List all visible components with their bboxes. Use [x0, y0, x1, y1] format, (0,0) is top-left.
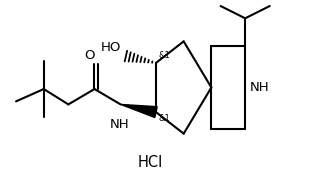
Text: NH: NH — [250, 81, 270, 94]
Text: HCl: HCl — [137, 155, 163, 170]
Text: NH: NH — [109, 118, 129, 131]
Polygon shape — [121, 104, 157, 118]
Text: &1: &1 — [158, 51, 170, 60]
Text: O: O — [85, 49, 95, 62]
Text: HO: HO — [100, 41, 121, 54]
Text: &1: &1 — [158, 114, 170, 123]
